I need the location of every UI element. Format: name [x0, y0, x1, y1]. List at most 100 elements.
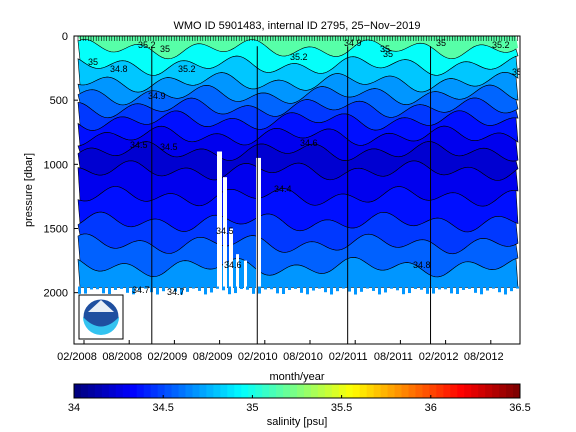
colorbar-segment — [401, 384, 409, 398]
colorbar-segment — [122, 384, 131, 398]
profile-tail — [144, 286, 147, 289]
profile-tail — [132, 286, 135, 295]
colorbar-segment — [352, 384, 361, 398]
colorbar-segment — [283, 384, 291, 398]
contour-label: 34.5 — [160, 142, 178, 152]
contour-label: 35.2 — [178, 64, 196, 74]
profile-tail — [462, 286, 465, 290]
profile-tail — [402, 286, 405, 295]
profile-tail — [120, 286, 123, 289]
y-tick-label: 0 — [62, 31, 68, 43]
profile-tail — [294, 286, 297, 289]
profile-tail — [156, 286, 159, 295]
colorbar-segment — [513, 384, 521, 398]
profile-tail — [258, 286, 261, 294]
profile-tail — [198, 286, 201, 291]
profile-tail — [432, 286, 435, 294]
profile-tail — [498, 286, 501, 293]
profile-tail — [216, 286, 219, 289]
colorbar-segment — [199, 384, 207, 398]
colorbar-tick-label: 36.5 — [509, 402, 530, 414]
colorbar-segment — [380, 384, 389, 398]
profile-tail — [450, 286, 453, 294]
missing-data-gap — [256, 157, 261, 290]
x-tick-label: 08/2012 — [464, 351, 504, 363]
colorbar-segment — [436, 384, 444, 398]
profile-tail — [468, 286, 471, 289]
colorbar-segment — [506, 384, 514, 398]
colorbar-segment — [331, 384, 340, 398]
contour-label: 35 — [88, 57, 98, 67]
contour-label: 34.9 — [148, 91, 166, 101]
contour-label: 35.2 — [290, 52, 308, 62]
profile-tail — [504, 286, 507, 295]
colorbar-segment — [213, 384, 221, 398]
contour-label: 35.2 — [138, 40, 156, 50]
colorbar-segment — [310, 384, 319, 398]
colorbar-segment — [443, 384, 451, 398]
y-tick-label: 2000 — [44, 288, 68, 300]
profile-tail — [414, 286, 417, 290]
contour-label: 34.7 — [167, 287, 185, 297]
contour-label: 34.4 — [274, 184, 292, 194]
colorbar-segment — [129, 384, 138, 398]
colorbar-segment — [143, 384, 152, 398]
contour-label: 34.8 — [110, 64, 128, 74]
profile-tail — [378, 286, 381, 295]
profile-tail — [114, 286, 117, 290]
logo-bird — [88, 300, 114, 312]
colorbar-segment — [136, 384, 145, 398]
colorbar-tick-label: 35.5 — [331, 402, 352, 414]
profile-tail — [390, 286, 393, 289]
profile-tail — [84, 286, 87, 294]
colorbar-segment — [192, 384, 200, 398]
missing-data-gap — [217, 151, 222, 290]
profile-tail — [180, 286, 183, 295]
profile-tail — [480, 286, 483, 295]
contour-label: 35 — [160, 44, 170, 54]
profile-tail — [336, 286, 339, 292]
colorbar-segment — [241, 384, 249, 398]
colorbar-segment — [157, 384, 166, 398]
profile-tail — [324, 286, 327, 293]
colorbar-segment — [206, 384, 214, 398]
chart-title: WMO ID 5901483, internal ID 2795, 25−Nov… — [173, 20, 420, 32]
profile-tail — [300, 286, 303, 293]
colorbar-segment — [450, 384, 458, 398]
profile-tail — [318, 286, 321, 289]
colorbar-segment — [394, 384, 403, 398]
colorbar-segment — [80, 384, 89, 398]
plot-area: 35 34.8 35.2 35 35.2 34.9 34.5 34.5 34.4 34.5 34.6… — [74, 36, 520, 344]
colorbar-segment — [87, 384, 96, 398]
colorbar-segment — [324, 384, 333, 398]
contour-label: 35 — [436, 38, 446, 48]
colorbar-segment — [255, 384, 263, 398]
colorbar-segment — [317, 384, 326, 398]
x-tick-label: 08/2009 — [193, 351, 233, 363]
profile-tail — [102, 286, 105, 294]
x-tick-label: 02/2009 — [148, 351, 188, 363]
profile-tail — [168, 286, 171, 289]
profile-tail — [342, 286, 345, 289]
profile-tail — [516, 286, 519, 289]
colorbar-segment — [478, 384, 486, 398]
colorbar-segment — [492, 384, 500, 398]
profile-tail — [354, 286, 357, 295]
contour-label: 34.5 — [216, 226, 234, 236]
colorbar: 34 34.5 35 35.5 36 36.5 — [68, 383, 531, 414]
contour-label: 35 — [383, 49, 393, 59]
profile-tail — [90, 286, 93, 290]
colorbar-segment — [178, 384, 186, 398]
profile-tail — [228, 286, 231, 295]
colorbar-segment — [108, 384, 117, 398]
profile-tail — [240, 286, 243, 290]
profile-tail — [174, 286, 177, 292]
profile-tail — [108, 286, 111, 295]
profile-tail — [162, 286, 165, 292]
colorbar-segment — [185, 384, 193, 398]
colorbar-segment — [429, 384, 437, 398]
colorbar-segment — [359, 384, 368, 398]
profile-tail — [366, 286, 369, 289]
profile-tail — [186, 286, 189, 292]
